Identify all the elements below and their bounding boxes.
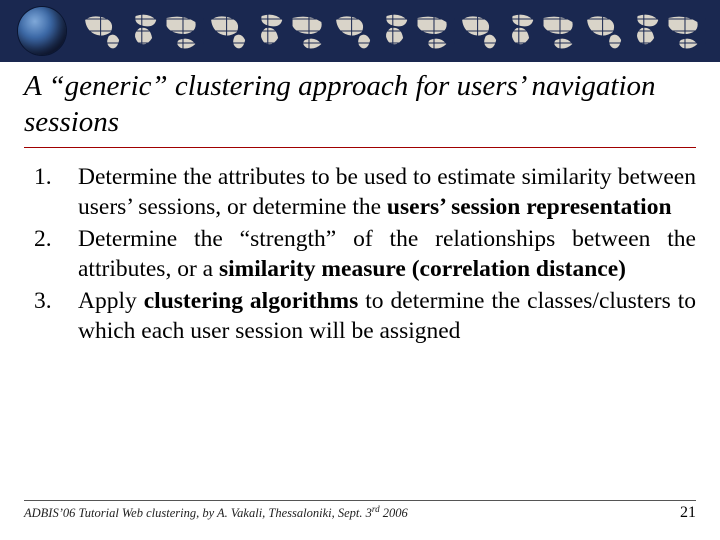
list-index: 1. (34, 162, 78, 222)
list-index: 3. (34, 286, 78, 346)
list-text: Apply clustering algorithms to determine… (78, 286, 696, 346)
map-tile (580, 8, 706, 54)
list-text: Determine the attributes to be used to e… (78, 162, 696, 222)
map-tile (204, 8, 330, 54)
header-band (0, 0, 720, 62)
globe-icon (18, 7, 66, 55)
list-item: 3.Apply clustering algorithms to determi… (34, 286, 696, 346)
slide-title: A “generic” clustering approach for user… (24, 68, 696, 148)
slide-content: A “generic” clustering approach for user… (0, 62, 720, 346)
page-number: 21 (680, 504, 696, 522)
numbered-list: 1.Determine the attributes to be used to… (24, 162, 696, 346)
footer-citation: ADBIS’06 Tutorial Web clustering, by A. … (24, 504, 408, 521)
footer: ADBIS’06 Tutorial Web clustering, by A. … (24, 500, 696, 522)
list-index: 2. (34, 224, 78, 284)
list-text: Determine the “strength” of the relation… (78, 224, 696, 284)
map-tile (455, 8, 581, 54)
map-tile (329, 8, 455, 54)
world-map-strip (80, 8, 706, 54)
list-item: 2.Determine the “strength” of the relati… (34, 224, 696, 284)
list-item: 1.Determine the attributes to be used to… (34, 162, 696, 222)
map-tile (80, 8, 204, 54)
